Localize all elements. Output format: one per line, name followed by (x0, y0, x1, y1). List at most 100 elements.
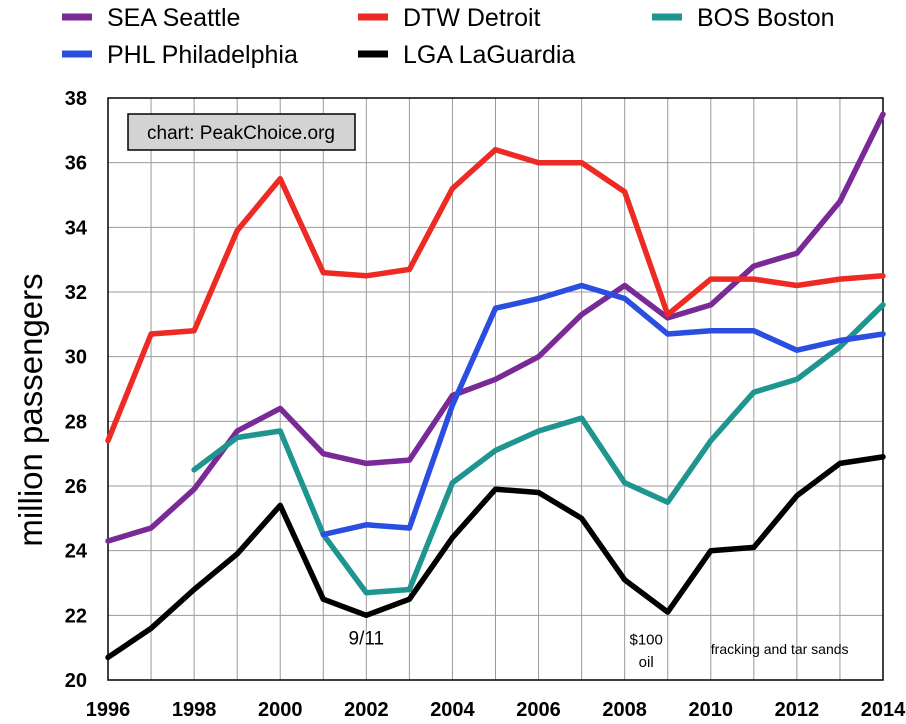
data-point-sea-seattle (796, 252, 798, 254)
data-point-sea-seattle (882, 113, 884, 115)
y-axis-tick-labels: 20 22 24 26 28 30 32 34 36 38 (65, 88, 88, 692)
annotations: 9/11 $100 oil fracking and tar sands (349, 628, 849, 671)
data-point-sea-seattle (451, 394, 453, 396)
data-point-lga-laguardia (796, 495, 798, 497)
data-point-phl-philadelphia (667, 333, 669, 335)
x-tick-label: 2008 (602, 699, 647, 721)
series-line-phl-philadelphia (320, 282, 886, 538)
data-point-sea-seattle (839, 200, 841, 202)
data-point-phl-philadelphia (753, 330, 755, 332)
data-point-dtw-detroit (538, 162, 540, 164)
legend-label-dtw-detroit: DTW Detroit (403, 4, 541, 32)
y-tick-label: 34 (65, 217, 88, 239)
chart-credit-box: chart: PeakChoice.org (127, 113, 356, 151)
data-point-phl-philadelphia (495, 307, 496, 309)
legend-label-bos-boston: BOS Boston (697, 4, 835, 32)
data-point-sea-seattle (581, 314, 583, 316)
data-point-sea-seattle (365, 462, 367, 464)
data-point-dtw-detroit (839, 278, 841, 280)
x-tick-label: 2002 (344, 699, 389, 721)
data-point-sea-seattle (236, 430, 238, 432)
data-point-lga-laguardia (236, 553, 238, 555)
y-tick-label: 20 (65, 670, 87, 692)
x-tick-label: 2010 (689, 699, 734, 721)
data-point-sea-seattle (753, 265, 755, 267)
data-point-lga-laguardia (882, 456, 884, 458)
data-point-phl-philadelphia (581, 285, 583, 287)
x-tick-label: 2000 (258, 699, 303, 721)
data-point-dtw-detroit (365, 275, 367, 277)
plot-border (107, 97, 884, 681)
data-point-bos-boston (710, 440, 712, 442)
data-point-dtw-detroit (150, 333, 152, 335)
data-point-dtw-detroit (279, 178, 281, 180)
plot-frame (107, 97, 884, 681)
data-point-lga-laguardia (451, 537, 453, 539)
data-point-phl-philadelphia (538, 297, 540, 299)
data-point-lga-laguardia (753, 546, 755, 548)
data-point-sea-seattle (107, 540, 109, 542)
data-point-dtw-detroit (408, 268, 410, 270)
data-point-lga-laguardia (322, 598, 324, 600)
data-point-bos-boston (839, 346, 841, 348)
data-point-lga-laguardia (495, 488, 496, 490)
credit-text: chart: PeakChoice.org (147, 123, 335, 144)
data-point-bos-boston (882, 304, 884, 306)
y-tick-label: 30 (65, 347, 87, 369)
annotation-911: 9/11 (349, 628, 385, 649)
data-point-phl-philadelphia (839, 340, 841, 341)
data-point-dtw-detroit (624, 191, 626, 193)
data-point-phl-philadelphia (322, 534, 324, 535)
data-point-phl-philadelphia (365, 524, 367, 526)
y-tick-label: 28 (65, 411, 87, 433)
data-point-dtw-detroit (581, 162, 583, 164)
data-point-dtw-detroit (193, 330, 195, 332)
x-tick-label: 1996 (86, 699, 131, 721)
annotation-oil-line1: $100 (630, 631, 663, 648)
annotation-fracking: fracking and tar sands (711, 641, 849, 657)
data-point-lga-laguardia (365, 614, 367, 616)
y-tick-label: 32 (65, 282, 87, 304)
x-tick-label: 1998 (172, 699, 217, 721)
data-point-phl-philadelphia (451, 404, 453, 406)
data-point-bos-boston (581, 417, 583, 419)
y-tick-label: 22 (65, 605, 87, 627)
y-axis-label: million passengers (12, 273, 49, 546)
data-point-lga-laguardia (710, 550, 712, 552)
data-point-lga-laguardia (279, 504, 281, 506)
data-point-lga-laguardia (667, 611, 669, 613)
series-lines (105, 111, 886, 661)
data-point-phl-philadelphia (408, 527, 410, 529)
data-point-lga-laguardia (538, 491, 540, 493)
data-point-phl-philadelphia (882, 333, 884, 335)
data-point-sea-seattle (495, 378, 496, 380)
x-tick-label: 2004 (430, 699, 475, 721)
legend: SEA Seattle DTW Detroit BOS Boston PHL Phil… (62, 4, 835, 69)
data-point-lga-laguardia (408, 598, 410, 600)
data-point-bos-boston (667, 501, 669, 503)
data-point-sea-seattle (710, 304, 712, 306)
data-point-bos-boston (753, 391, 755, 393)
y-tick-label: 36 (65, 153, 87, 175)
data-point-lga-laguardia (624, 579, 626, 581)
x-axis-tick-labels: 1996 1998 2000 2002 2004 2006 2008 2010 2012 2014 (86, 699, 906, 721)
credit-box-frame (127, 113, 356, 151)
data-point-dtw-detroit (495, 149, 496, 151)
data-point-dtw-detroit (667, 314, 669, 316)
y-tick-label: 26 (65, 476, 87, 498)
data-point-sea-seattle (408, 459, 410, 461)
data-point-dtw-detroit (882, 275, 884, 277)
data-point-bos-boston (193, 469, 195, 471)
data-point-bos-boston (624, 482, 626, 484)
data-point-sea-seattle (279, 407, 281, 409)
data-point-lga-laguardia (581, 517, 583, 519)
data-point-dtw-detroit (753, 278, 755, 280)
legend-label-lga-laguardia: LGA LaGuardia (403, 41, 575, 69)
data-point-bos-boston (538, 430, 540, 432)
data-point-sea-seattle (538, 356, 540, 358)
data-point-dtw-detroit (710, 278, 712, 280)
data-point-lga-laguardia (193, 588, 195, 590)
data-point-sea-seattle (322, 453, 324, 455)
data-point-bos-boston (408, 588, 410, 590)
